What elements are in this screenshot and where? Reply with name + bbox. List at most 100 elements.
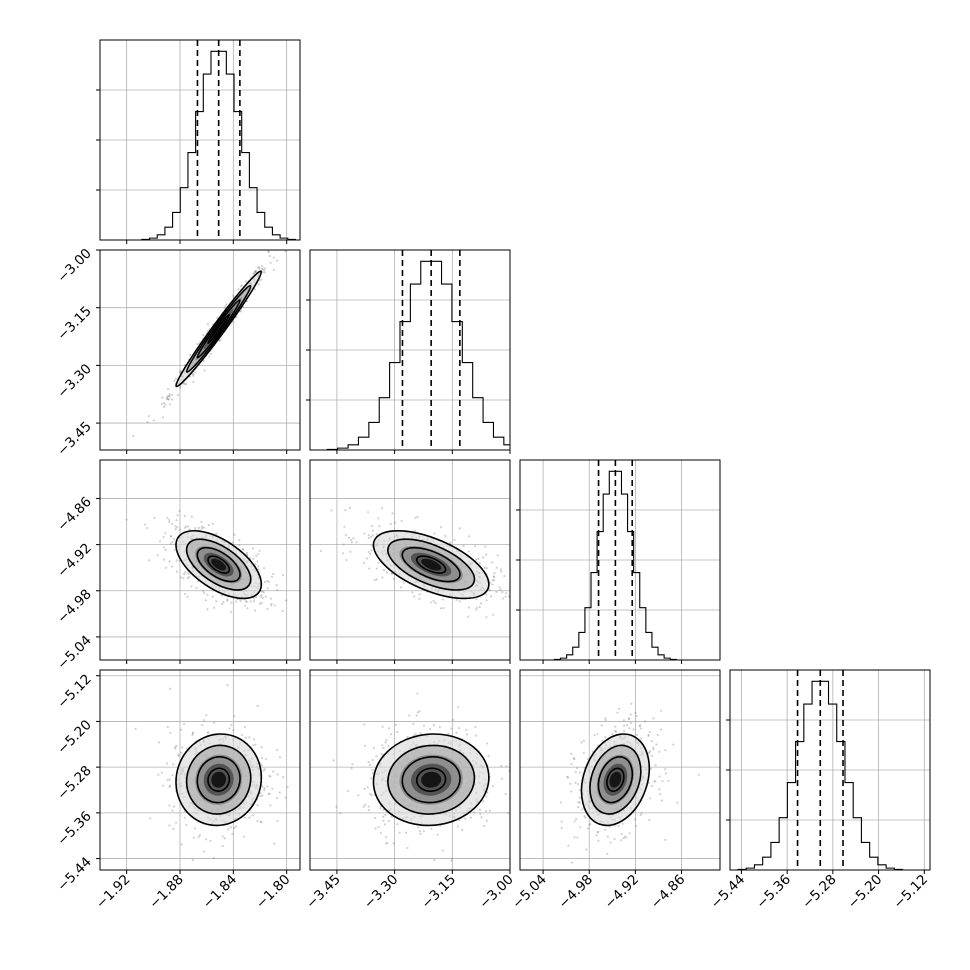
sample-point <box>168 784 172 787</box>
panel-2-0: −5.04 −4.98 −4.92 −4.86 <box>54 459 301 673</box>
sample-point <box>232 294 235 297</box>
sample-point <box>206 608 209 611</box>
sample-point <box>256 266 260 269</box>
sample-point <box>411 591 414 594</box>
sample-point <box>268 254 271 258</box>
sample-point <box>453 538 456 541</box>
sample-point <box>400 519 403 523</box>
sample-point <box>166 398 169 401</box>
sample-point <box>253 609 257 612</box>
sample-point <box>501 591 504 594</box>
density-cell <box>211 771 227 788</box>
contour-line <box>580 733 651 827</box>
sample-point <box>580 741 583 744</box>
sample-point <box>357 794 360 797</box>
sample-point <box>202 334 205 337</box>
sample-point <box>271 787 274 790</box>
sample-point <box>163 405 166 409</box>
panel-frame <box>519 459 721 661</box>
sample-point <box>242 835 246 838</box>
sample-point <box>569 782 572 785</box>
sample-point <box>187 525 190 528</box>
density-area <box>559 702 700 864</box>
sample-point <box>639 727 643 730</box>
sample-point <box>439 607 443 610</box>
sample-point <box>650 740 653 743</box>
sample-point <box>419 731 422 735</box>
sample-point <box>483 824 486 828</box>
sample-point <box>345 558 348 562</box>
sample-point <box>259 795 262 798</box>
sample-point <box>478 562 481 565</box>
sample-point <box>162 784 165 787</box>
contour-line <box>196 756 241 804</box>
sample-point <box>215 532 218 535</box>
density-cell <box>421 771 442 788</box>
sample-point <box>200 525 204 528</box>
sample-point <box>152 419 155 422</box>
sample-point <box>597 839 600 842</box>
panel-0-0 <box>96 39 301 244</box>
sample-point <box>432 599 435 602</box>
sample-point <box>566 776 570 779</box>
sample-point <box>158 741 161 744</box>
sample-point <box>363 744 367 747</box>
sample-point <box>623 724 626 728</box>
sample-point <box>418 710 421 713</box>
sample-point <box>175 744 178 747</box>
sample-point <box>259 791 262 795</box>
x-tick-label: −1.88 <box>146 872 187 913</box>
sample-point <box>164 532 167 535</box>
sample-point <box>269 804 272 807</box>
sample-point <box>171 809 174 812</box>
sample-point <box>259 820 262 823</box>
sample-point <box>161 416 165 419</box>
sample-point <box>169 542 173 545</box>
sample-point <box>656 733 659 736</box>
sample-point <box>370 535 373 539</box>
contour-line <box>207 555 231 574</box>
sample-point <box>187 572 190 576</box>
sample-point <box>213 721 216 724</box>
sample-point <box>620 839 623 842</box>
sample-point <box>524 630 526 632</box>
sample-point <box>261 267 264 270</box>
sample-point <box>629 713 632 716</box>
sample-point <box>367 809 370 812</box>
sample-point <box>457 706 460 709</box>
sample-point <box>343 525 346 528</box>
panel-frame <box>99 669 301 871</box>
sample-point <box>158 540 162 543</box>
sample-point <box>261 596 264 600</box>
sample-point <box>391 512 394 515</box>
sample-point <box>278 756 282 759</box>
sample-point <box>628 727 631 730</box>
sample-point <box>229 826 232 829</box>
sample-point <box>491 785 495 788</box>
contour-line <box>401 546 461 583</box>
sample-point <box>398 831 401 834</box>
sample-point <box>237 288 240 291</box>
sample-point <box>366 786 369 789</box>
sample-point <box>481 556 485 559</box>
sample-point <box>396 823 399 826</box>
sample-point <box>384 813 387 817</box>
sample-point <box>496 554 499 557</box>
sample-point <box>239 599 242 602</box>
sample-point <box>593 734 596 737</box>
sample-point <box>273 842 276 845</box>
sample-point <box>414 516 417 519</box>
sample-point <box>209 839 212 842</box>
sample-point <box>233 533 236 536</box>
sample-point <box>492 575 496 578</box>
sample-point <box>416 692 419 695</box>
contour-line <box>185 284 252 373</box>
y-tick-label: −5.36 <box>54 808 95 849</box>
sample-point <box>377 561 380 564</box>
sample-point <box>351 762 354 766</box>
sample-point <box>465 733 469 736</box>
sample-point <box>350 767 353 770</box>
sample-point <box>350 541 353 544</box>
sample-point <box>248 816 251 819</box>
sample-point <box>504 792 507 796</box>
